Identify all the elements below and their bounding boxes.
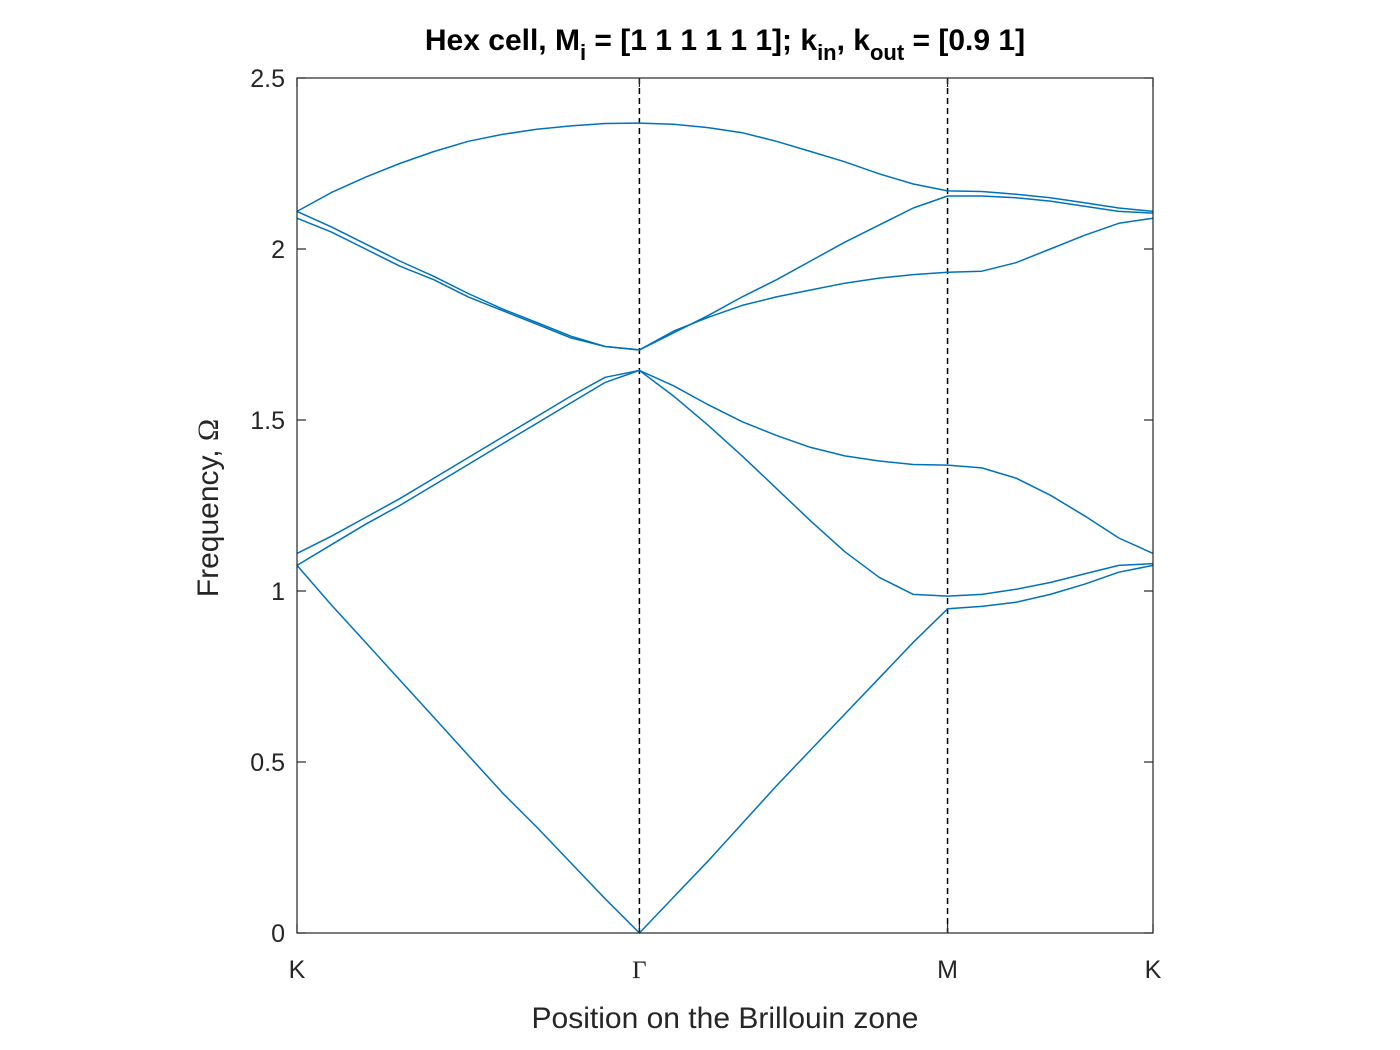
band-line-4 [296, 217, 1154, 351]
axes-frame [296, 77, 1154, 934]
y-axis-label-text: Frequency, [192, 441, 225, 597]
omega-symbol: Ω [192, 419, 225, 441]
x-tick-label: Γ [632, 957, 646, 984]
x-tick-label: M [937, 956, 958, 984]
title-mid: = [1 1 1 1 1 1]; k [586, 24, 817, 57]
band-line-2 [296, 369, 1154, 597]
title-sub-out: out [870, 40, 905, 65]
plot-area [297, 78, 1153, 933]
x-axis-label: Position on the Brillouin zone [532, 1002, 919, 1035]
y-tick-label: 1 [271, 578, 285, 606]
x-tick-label: K [289, 956, 306, 984]
y-tick-label: 2 [271, 236, 285, 264]
band-line-5 [296, 195, 1154, 351]
title-sub-in: in [817, 40, 837, 65]
band-line-3 [296, 369, 1154, 555]
title-sub-i: i [580, 40, 586, 65]
y-tick-label: 0 [271, 920, 285, 948]
title-comma: , k [837, 24, 871, 57]
title-tail: = [0.9 1] [904, 24, 1025, 57]
symmetry-point-lines [638, 78, 949, 933]
band-line-6 [296, 122, 1154, 213]
band-lines [296, 122, 1154, 934]
y-ticks: 0 0.5 1 1.5 2 2.5 [250, 65, 1153, 948]
title-main: Hex cell, M [425, 24, 580, 57]
y-tick-label: 2.5 [250, 65, 285, 93]
band-line-1 [296, 564, 1154, 934]
y-tick-label: 0.5 [250, 749, 285, 777]
axes-box [296, 77, 1154, 934]
y-axis-label: Frequency, Ω [192, 419, 225, 597]
plot-background [297, 78, 1153, 933]
chart-title: Hex cell, Mi = [1 1 1 1 1 1]; kin, kout … [425, 24, 1025, 65]
y-tick-label: 1.5 [250, 407, 285, 435]
x-tick-label: K [1145, 956, 1162, 984]
